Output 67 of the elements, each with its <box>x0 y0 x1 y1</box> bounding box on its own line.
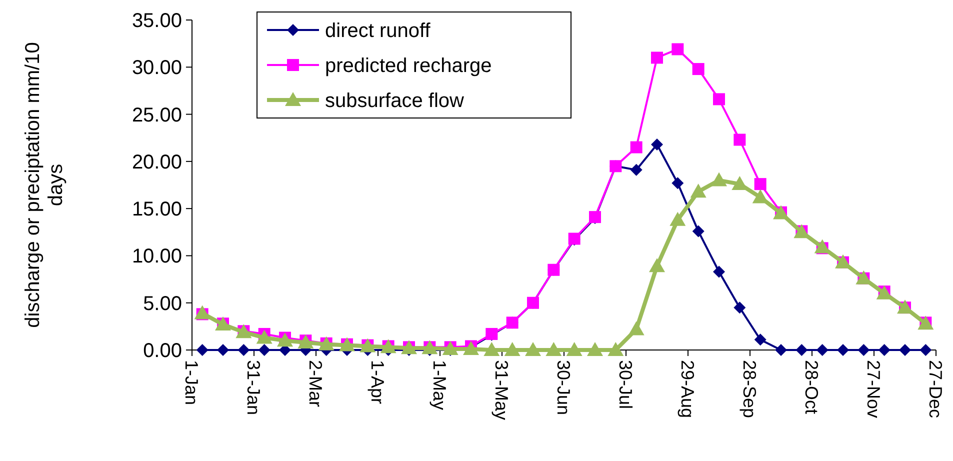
point <box>277 332 293 347</box>
point <box>713 93 725 106</box>
x-tick-label: 27-Nov <box>864 360 884 418</box>
x-tick-label: 28-Oct <box>802 360 822 414</box>
x-tick-label: 30-Jul <box>616 360 636 410</box>
point <box>713 266 725 278</box>
x-tick-label: 1-Apr <box>368 360 388 404</box>
point <box>670 212 686 226</box>
x-tick-label: 1-May <box>430 360 450 410</box>
point <box>920 344 932 356</box>
y-tick-label: 0.00 <box>143 340 182 362</box>
x-tick-label: 27-Dec <box>926 360 946 418</box>
point <box>566 342 582 356</box>
point <box>484 342 500 356</box>
point <box>587 342 603 356</box>
point <box>256 330 272 344</box>
y-tick-label: 15.00 <box>132 198 182 221</box>
point <box>734 302 746 314</box>
point <box>754 334 766 346</box>
x-tick-label: 31-May <box>492 360 512 420</box>
point <box>196 344 208 356</box>
point <box>899 344 911 356</box>
point <box>692 63 704 76</box>
point <box>878 344 890 356</box>
y-tick-label: 35.00 <box>132 10 182 32</box>
x-tick-label: 2-Mar <box>306 360 326 408</box>
point <box>816 344 828 356</box>
y-tick-label: 25.00 <box>132 104 182 126</box>
point <box>711 172 727 186</box>
point <box>651 52 663 64</box>
point <box>754 178 766 190</box>
x-tick-label: 31-Jan <box>244 360 264 416</box>
y-tick-label: 20.00 <box>132 151 182 174</box>
point <box>651 138 663 150</box>
legend-label: subsurface flow <box>325 90 465 112</box>
point <box>858 344 870 356</box>
point <box>690 184 706 198</box>
point <box>692 225 704 238</box>
point <box>628 321 644 336</box>
point <box>238 344 250 356</box>
point <box>630 141 642 154</box>
y-tick-label: 30.00 <box>132 57 182 80</box>
point <box>258 344 270 356</box>
point <box>734 134 746 146</box>
point <box>672 43 684 56</box>
x-tick-label: 28-Sep <box>740 360 760 418</box>
point <box>752 189 768 204</box>
point <box>837 344 849 356</box>
point <box>525 342 541 356</box>
point <box>217 344 229 356</box>
point <box>194 305 210 320</box>
y-axis-title: discharge or preciptation mm/10 days <box>22 42 67 328</box>
point <box>649 258 665 272</box>
point <box>630 164 642 176</box>
y-tick-label: 10.00 <box>132 246 182 268</box>
y-tick-label: 5.00 <box>143 292 182 315</box>
point <box>608 342 624 356</box>
point <box>504 342 520 356</box>
legend-label: predicted recharge <box>325 55 492 77</box>
point <box>775 344 787 356</box>
point <box>546 342 562 356</box>
point <box>672 177 684 190</box>
x-tick-label: 1-Jan <box>182 360 202 406</box>
x-tick-label: 30-Jun <box>554 360 574 416</box>
x-tick-label: 29-Aug <box>678 360 698 418</box>
point <box>796 344 808 356</box>
legend-label: direct runoff <box>325 20 431 42</box>
